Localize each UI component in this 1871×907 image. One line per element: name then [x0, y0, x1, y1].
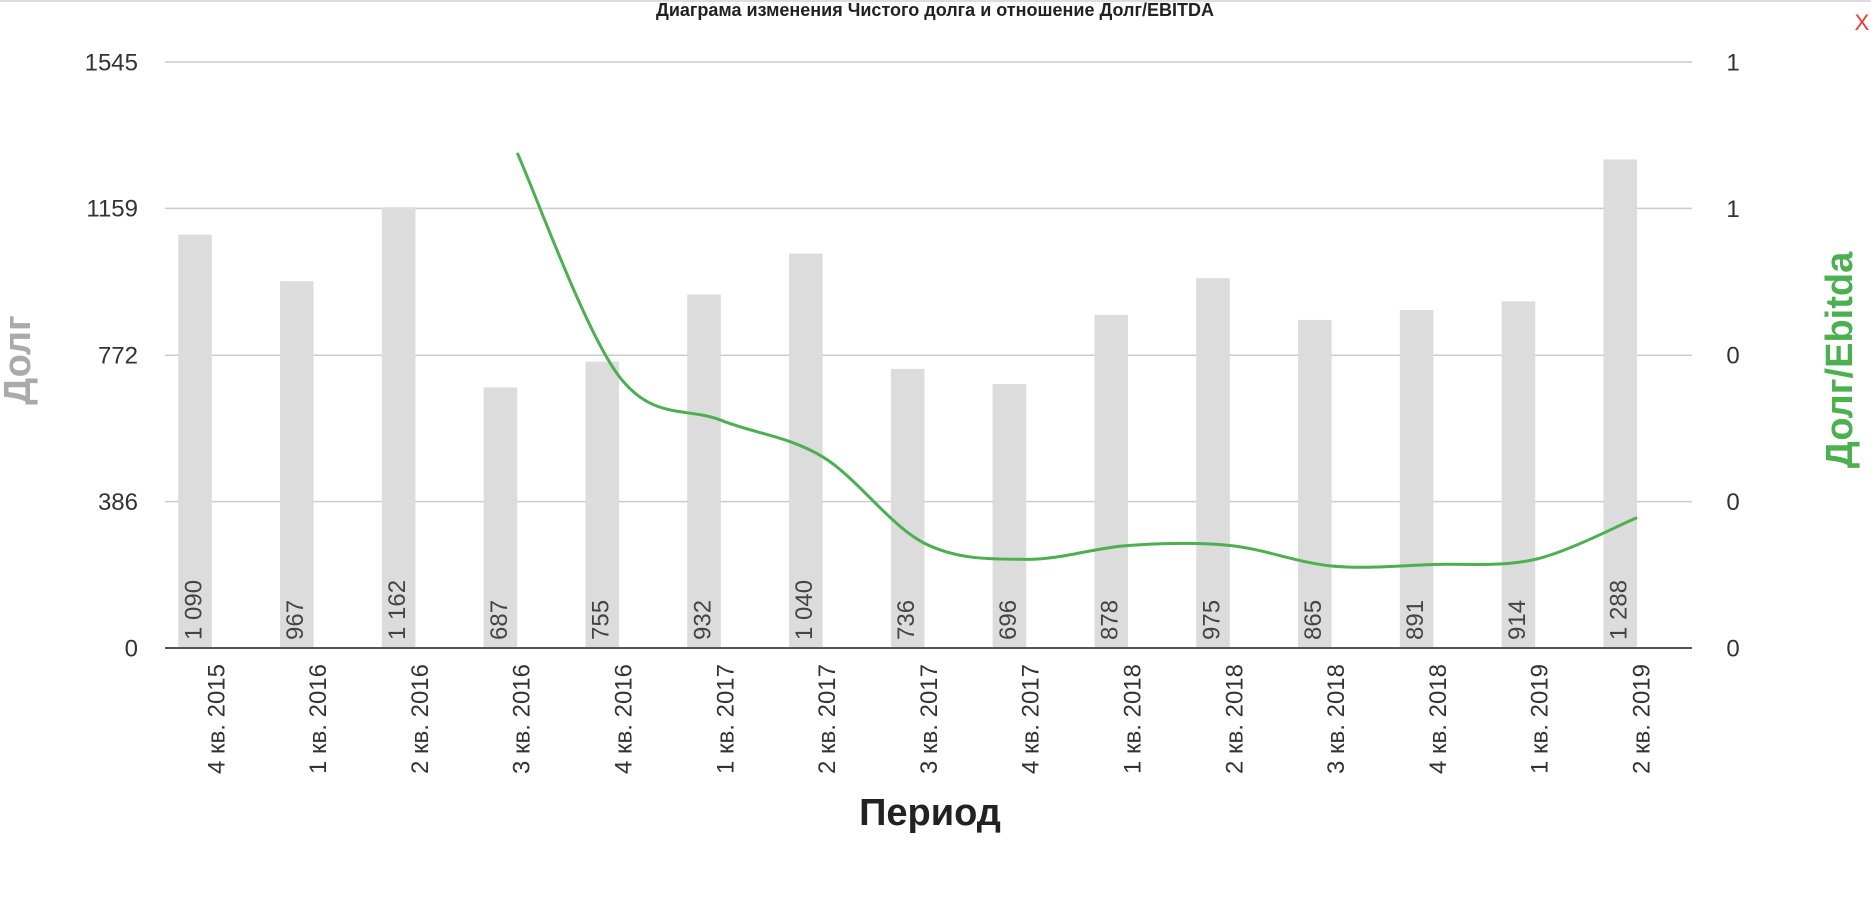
- bar-value-label: 1 090: [180, 580, 207, 640]
- bar-value-label: 967: [282, 600, 309, 640]
- x-axis-title: Период: [859, 792, 1001, 834]
- bar: [1196, 278, 1230, 648]
- bar-value-label: 696: [995, 600, 1022, 640]
- y-tick-label: 1545: [85, 49, 138, 76]
- y-tick-label: 386: [98, 489, 138, 516]
- x-tick-label: 3 кв. 2017: [916, 664, 943, 774]
- y2-tick-label: 0: [1726, 489, 1739, 516]
- bar: [1094, 314, 1129, 648]
- bar: [1501, 301, 1536, 648]
- bar: [585, 361, 620, 648]
- bar: [178, 234, 212, 648]
- bar: [890, 368, 925, 648]
- bar-value-label: 1 040: [791, 580, 818, 640]
- x-tick-label: 2 кв. 2017: [814, 664, 841, 774]
- x-tick-label: 2 кв. 2018: [1221, 664, 1248, 774]
- y-axis-title: Долг: [0, 315, 39, 405]
- bar-value-label: 1 288: [1606, 580, 1633, 640]
- bar: [381, 207, 416, 648]
- bar-value-label: 878: [1097, 600, 1124, 640]
- chart-title: Диаграма изменения Чистого долга и отнош…: [656, 0, 1214, 20]
- bar-value-label: 687: [486, 600, 513, 640]
- bar-value-label: 914: [1504, 600, 1531, 640]
- x-tick-label: 3 кв. 2016: [509, 664, 536, 774]
- close-button[interactable]: X: [1855, 10, 1870, 35]
- x-tick-label: 4 кв. 2015: [203, 664, 230, 774]
- bar-value-label: 736: [893, 600, 920, 640]
- y-tick-label: 0: [125, 635, 138, 662]
- bar: [1603, 159, 1638, 648]
- y2-axis-title: Долг/Ebitda: [1819, 251, 1861, 468]
- x-tick-label: 1 кв. 2017: [712, 664, 739, 774]
- bar: [1399, 310, 1434, 648]
- y2-tick-label: 1: [1726, 196, 1739, 223]
- bar-value-label: 975: [1198, 600, 1225, 640]
- y2-tick-label: 0: [1726, 342, 1739, 369]
- bar-value-label: 932: [689, 600, 716, 640]
- x-tick-label: 4 кв. 2018: [1425, 664, 1452, 774]
- x-tick-label: 2 кв. 2016: [407, 664, 434, 774]
- bar: [483, 387, 518, 648]
- bar: [1298, 319, 1332, 648]
- x-tick-label: 2 кв. 2019: [1628, 664, 1655, 774]
- x-tick-label: 1 кв. 2019: [1527, 664, 1554, 774]
- bar: [789, 253, 823, 648]
- y-tick-label: 772: [98, 343, 138, 370]
- x-tick-label: 4 кв. 2017: [1018, 664, 1045, 774]
- bar: [687, 294, 721, 648]
- bar-value-label: 891: [1402, 600, 1429, 640]
- bar: [280, 281, 314, 648]
- x-tick-label: 1 кв. 2016: [305, 664, 332, 774]
- bar: [992, 384, 1027, 648]
- y2-tick-label: 0: [1726, 635, 1739, 662]
- bar-value-label: 755: [588, 600, 615, 640]
- y2-tick-label: 1: [1726, 49, 1739, 76]
- bar-value-label: 1 162: [384, 580, 411, 640]
- x-tick-label: 3 кв. 2018: [1323, 664, 1350, 774]
- line: [515, 152, 1638, 569]
- x-tick-label: 1 кв. 2018: [1119, 664, 1146, 774]
- bar-value-label: 865: [1300, 600, 1327, 640]
- y-tick-label: 1159: [86, 196, 138, 223]
- x-tick-label: 4 кв. 2016: [610, 664, 637, 774]
